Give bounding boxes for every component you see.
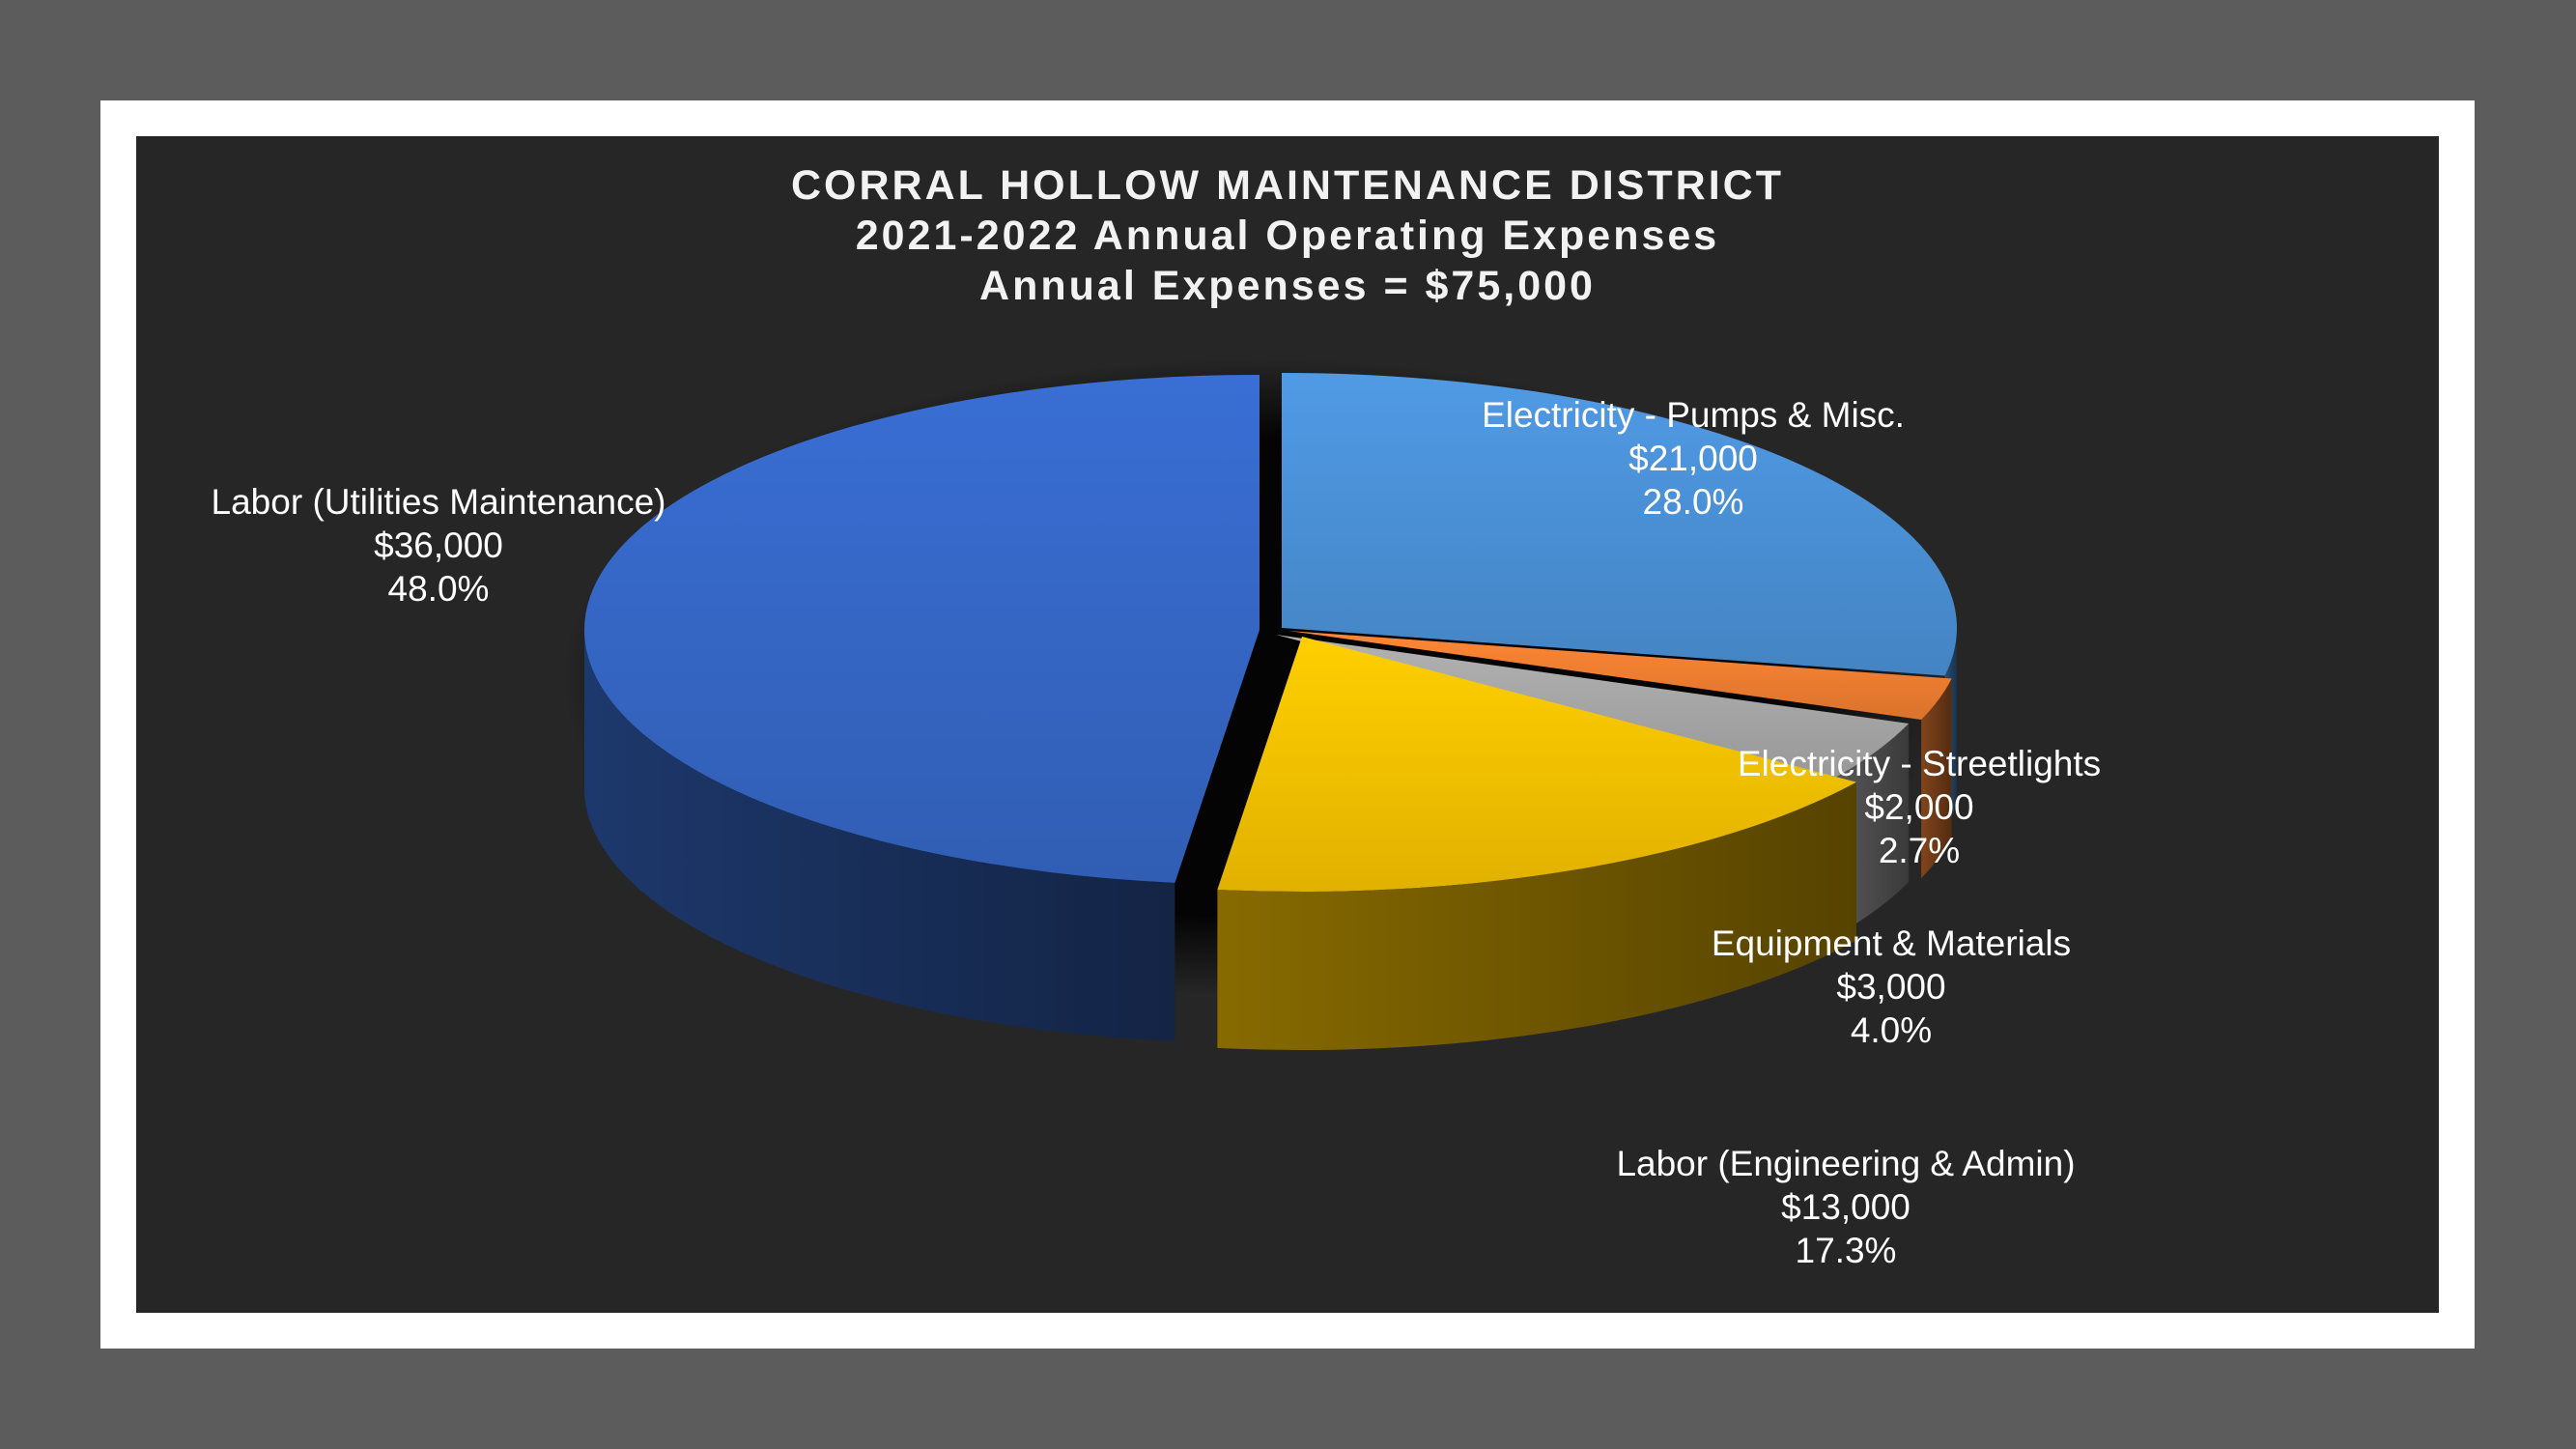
data-label-line: Labor (Utilities Maintenance) <box>212 482 666 522</box>
data-label-line: 48.0% <box>388 569 490 609</box>
data-label-line: Electricity - Streetlights <box>1738 744 2101 783</box>
data-label-line: 2.7% <box>1879 831 1960 870</box>
chart-title-line-3: Annual Expenses = $75,000 <box>979 263 1596 309</box>
chart-frame: Electricity - Pumps & Misc. $21,000 28.0% E… <box>100 100 2475 1349</box>
data-label: Equipment & Materials $3,000 4.0% <box>1712 923 2071 1050</box>
data-label-line: 17.3% <box>1796 1231 1897 1270</box>
pie-chart: Electricity - Pumps & Misc. $21,000 28.0%E… <box>212 162 2102 1270</box>
data-label-line: $21,000 <box>1628 439 1758 478</box>
pie-tops <box>583 373 1958 892</box>
data-label-line: Labor (Engineering & Admin) <box>1616 1144 2075 1183</box>
pie-slice <box>1288 631 1952 721</box>
data-labels: Electricity - Pumps & Misc. $21,000 28.0%E… <box>212 395 2102 1270</box>
chart-area: Electricity - Pumps & Misc. $21,000 28.0% E… <box>136 136 2439 1313</box>
data-label-line: $3,000 <box>1836 967 1945 1007</box>
chart-title-line-1: CORRAL HOLLOW MAINTENANCE DISTRICT <box>791 162 1784 209</box>
pie-slice <box>1217 637 1856 892</box>
data-label-line: Electricity - Pumps & Misc. <box>1482 395 1905 435</box>
pie-slice-side <box>1921 678 1952 879</box>
pie-slice-side <box>1217 781 1856 1050</box>
data-label: Labor (Utilities Maintenance) $36,000 48.0… <box>212 482 666 609</box>
chart-title-line-2: 2021-2022 Annual Operating Expenses <box>856 213 1719 259</box>
pie-sides <box>584 628 1957 1050</box>
data-label: Electricity - Streetlights $2,000 2.7% <box>1738 744 2101 870</box>
data-label-line: 4.0% <box>1851 1010 1932 1050</box>
data-label: Electricity - Pumps & Misc. $21,000 28.0% <box>1482 395 1905 522</box>
pie-slice <box>1282 373 1958 676</box>
pie-slice <box>583 375 1260 883</box>
data-label-line: $13,000 <box>1781 1187 1911 1227</box>
pie-slice <box>1276 635 1910 781</box>
pie-slice-side <box>584 630 1175 1041</box>
data-label-line: Equipment & Materials <box>1712 923 2071 963</box>
data-label-line: $36,000 <box>374 526 503 565</box>
data-label: Labor (Engineering & Admin) $13,000 17.3% <box>1616 1144 2075 1270</box>
data-label-line: $2,000 <box>1864 787 1973 827</box>
data-label-line: 28.0% <box>1643 482 1744 522</box>
